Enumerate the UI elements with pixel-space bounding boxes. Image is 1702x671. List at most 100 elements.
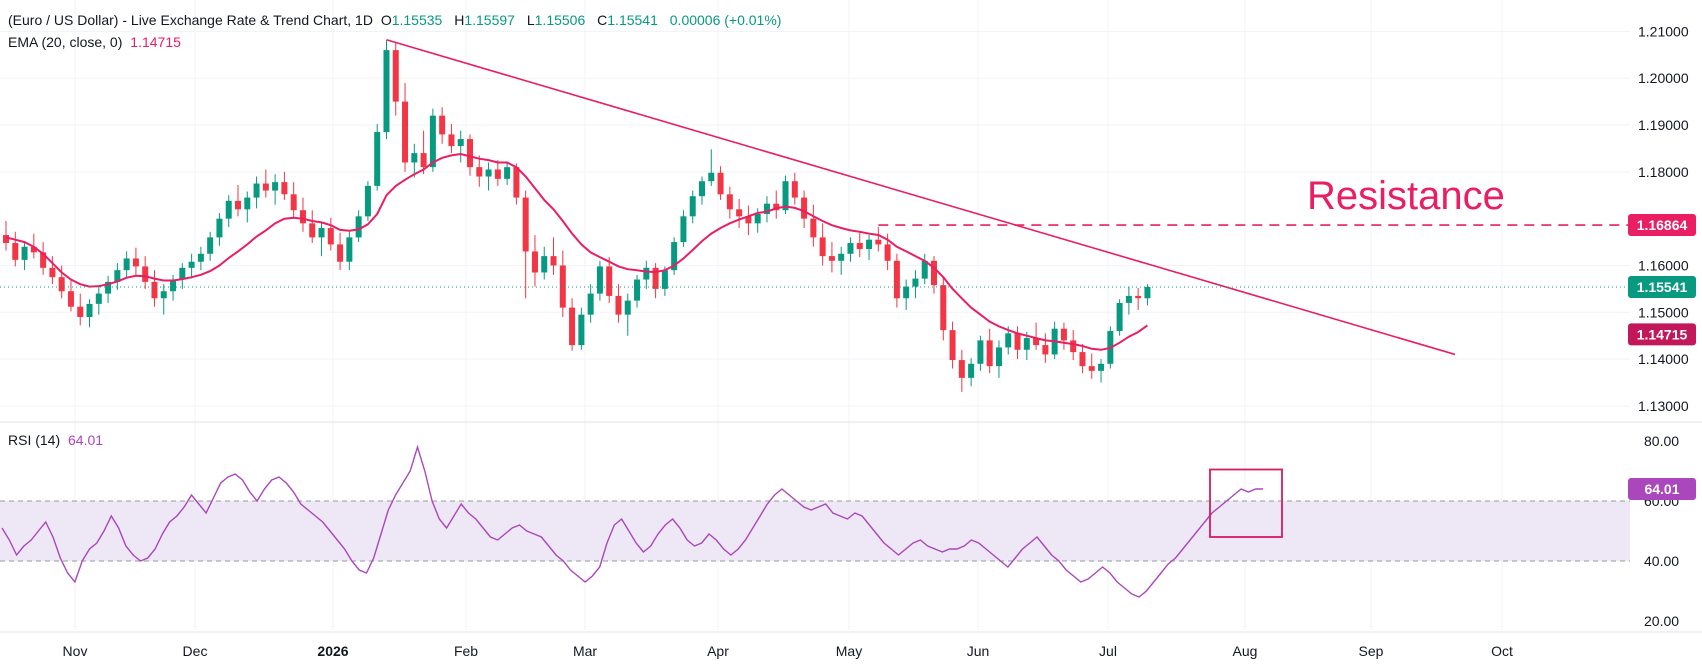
candle: [940, 277, 947, 341]
time-tick-label: Jul: [1099, 643, 1117, 659]
candle-body: [1005, 333, 1012, 348]
candle-body: [355, 216, 362, 238]
candle: [244, 191, 251, 223]
rsi-legend: RSI (14) 64.01: [8, 432, 107, 448]
candle-body: [977, 340, 984, 364]
candle: [513, 163, 520, 205]
candle-body: [364, 185, 371, 217]
candle: [615, 284, 622, 323]
candle: [736, 198, 743, 229]
candle-body: [67, 291, 74, 307]
candle: [903, 279, 910, 310]
candle-body: [652, 267, 659, 289]
candle: [95, 286, 102, 315]
candle-body: [225, 200, 232, 219]
candle: [550, 237, 557, 275]
candle-body: [819, 237, 826, 257]
candle: [429, 108, 436, 172]
time-tick-label: Nov: [63, 643, 88, 659]
candle-body: [995, 347, 1002, 367]
candle-body: [30, 246, 37, 253]
ema-label: EMA (20, close, 0): [8, 34, 123, 50]
candle: [272, 174, 279, 205]
candle-body: [429, 115, 436, 168]
last-price-badge-bg: [1628, 276, 1696, 299]
candle: [467, 134, 473, 176]
candle-body: [485, 169, 492, 177]
candle: [661, 266, 668, 296]
candle: [958, 349, 965, 392]
candle: [318, 222, 325, 257]
candle: [931, 256, 937, 294]
candle-body: [58, 277, 65, 292]
candle: [439, 107, 446, 144]
candle-body: [49, 267, 56, 278]
candle: [745, 205, 752, 236]
candle: [355, 210, 362, 243]
candle-body: [958, 360, 965, 378]
candle: [875, 227, 882, 252]
candle-body: [476, 167, 483, 177]
rsi-line: [1, 444, 1263, 598]
candle: [838, 246, 845, 275]
candle: [170, 274, 177, 301]
candle: [392, 41, 399, 116]
candle: [773, 190, 780, 219]
time-tick-label: Sep: [1359, 643, 1384, 659]
time-tick-label: Oct: [1491, 643, 1513, 659]
candle-body: [272, 182, 279, 191]
candle-body: [745, 216, 752, 224]
candle: [485, 162, 492, 191]
candle-body: [513, 167, 520, 198]
candle-body: [197, 253, 204, 262]
candle: [132, 247, 139, 275]
candle-body: [244, 197, 251, 210]
candle: [346, 231, 353, 271]
candle-body: [494, 169, 501, 179]
rsi-tick-label: 40.00: [1644, 553, 1679, 569]
price-tick-label: 1.21000: [1638, 23, 1689, 39]
time-tick-label: Mar: [573, 643, 597, 659]
price-tick-label: 1.14000: [1638, 351, 1689, 367]
candle-body: [95, 293, 102, 304]
candle: [12, 231, 19, 267]
resistance-label: Resistance: [1307, 174, 1505, 218]
candle-body: [299, 210, 306, 224]
candle: [253, 176, 260, 209]
candle-body: [1014, 333, 1021, 350]
candle: [810, 204, 817, 247]
candle-body: [1144, 287, 1151, 299]
candle-body: [736, 209, 743, 217]
ema-line: [5, 152, 1148, 351]
candle-body: [596, 266, 603, 294]
candle-body: [606, 266, 613, 296]
candle: [188, 253, 195, 279]
candle: [671, 237, 678, 275]
candle-body: [931, 260, 937, 286]
candle-body: [179, 267, 186, 280]
candle: [866, 235, 873, 260]
candle-body: [40, 252, 47, 268]
candle: [420, 130, 427, 175]
candle: [652, 263, 659, 299]
candle: [105, 275, 112, 303]
ema-legend: EMA (20, close, 0) 1.14715: [8, 34, 185, 50]
candle: [801, 190, 808, 229]
rsi-tick-label: 80.00: [1644, 433, 1679, 449]
candle: [717, 166, 724, 200]
candle: [1079, 344, 1086, 374]
price-tick-label: 1.19000: [1638, 117, 1689, 133]
candle-body: [448, 134, 455, 147]
candle-body: [912, 278, 919, 287]
ema-price-badge-text: 1.14715: [1637, 326, 1688, 342]
low-value: 1.15506: [534, 12, 586, 28]
candle-body: [634, 279, 641, 301]
candle-body: [151, 281, 158, 299]
candle: [374, 124, 381, 191]
candle: [1144, 284, 1151, 306]
time-tick-label: 2026: [317, 643, 348, 659]
candle-body: [559, 265, 566, 308]
candle-body: [661, 270, 668, 289]
ema-price-badge: 1.14715: [1628, 323, 1696, 346]
